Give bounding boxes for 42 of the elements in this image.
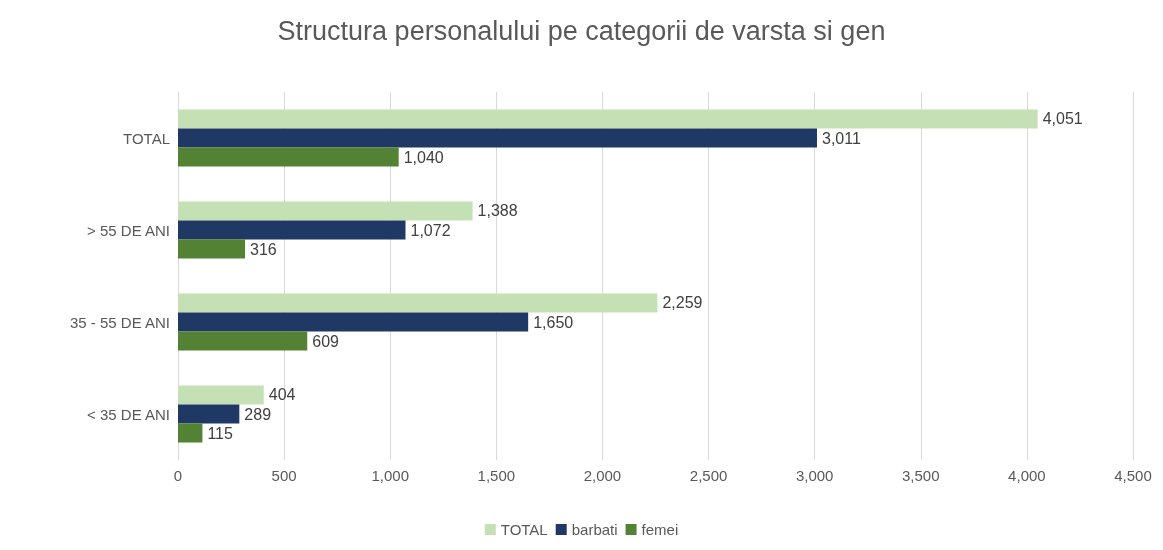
x-tick-label: 1,500 (477, 467, 516, 484)
data-label: 3,011 (822, 129, 861, 147)
x-tick-label: 4,000 (1008, 467, 1046, 484)
bar (178, 423, 203, 443)
data-label: 115 (207, 424, 234, 442)
y-tick-label: TOTAL (123, 129, 170, 147)
x-tick-label: 500 (271, 467, 297, 484)
y-tick-label: > 55 DE ANI (87, 221, 170, 239)
bar (178, 147, 399, 167)
bar (178, 404, 240, 424)
data-label: 1,650 (533, 313, 574, 331)
bar (178, 220, 406, 240)
data-label: 404 (268, 386, 296, 404)
bar (178, 239, 246, 259)
legend-label: femei (641, 521, 679, 538)
data-label: 4,051 (1042, 110, 1083, 128)
x-tick-label: 4,500 (1114, 467, 1152, 484)
data-label: 1,388 (477, 202, 518, 220)
bar (178, 293, 658, 313)
bar (178, 201, 473, 221)
x-tick-label: 3,500 (902, 467, 940, 484)
y-tick-label: < 35 DE ANI (87, 405, 170, 423)
data-label: 316 (250, 240, 277, 258)
legend-label: TOTAL (500, 521, 548, 538)
x-tick-label: 3,000 (795, 467, 834, 484)
x-tick-label: 2,000 (583, 467, 622, 484)
y-tick-label: 35 - 55 DE ANI (69, 313, 170, 331)
data-label: 2,259 (662, 294, 703, 312)
bar (178, 128, 817, 148)
bar (178, 109, 1038, 129)
bar (178, 385, 264, 405)
chart-title: Structura personalului pe categorii de varsta si gen (277, 15, 886, 46)
x-tick-label: 0 (173, 467, 183, 484)
data-label: 289 (244, 405, 272, 423)
bar (178, 312, 529, 332)
legend-label: barbati (571, 521, 618, 538)
x-tick-label: 1,000 (371, 467, 409, 484)
data-label: 1,072 (410, 221, 451, 239)
data-label: 609 (312, 332, 340, 350)
x-tick-label: 2,500 (689, 467, 728, 484)
bar (178, 331, 308, 351)
data-label: 1,040 (403, 148, 444, 166)
